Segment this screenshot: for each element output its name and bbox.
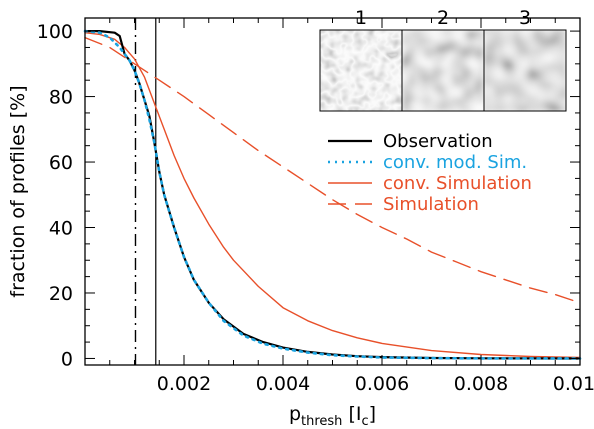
x-axis-label: pthresh [Ic] bbox=[289, 403, 376, 429]
x-tick-label: 0.006 bbox=[355, 373, 409, 395]
x-axis-label-sub: thresh bbox=[301, 414, 342, 429]
legend-label-1: Observation bbox=[383, 131, 493, 152]
x-axis-label-main: p bbox=[289, 403, 301, 425]
y-axis-label: fraction of profiles [%] bbox=[7, 85, 29, 297]
inset-panel-label-1: 1 bbox=[355, 7, 367, 29]
x-tick-label: 0.004 bbox=[256, 373, 310, 395]
y-tick-label: 20 bbox=[49, 283, 73, 305]
y-tick-label: 80 bbox=[49, 87, 73, 109]
inset-panels: 1 2 3 bbox=[319, 7, 567, 112]
y-tick-label: 100 bbox=[37, 21, 73, 43]
x-tick-label: 0.002 bbox=[157, 373, 211, 395]
x-axis-label-unit-close: ] bbox=[369, 403, 376, 425]
x-axis-label-unit-open: [I bbox=[342, 403, 361, 425]
inset-panel-2 bbox=[402, 30, 484, 111]
inset-panel-label-3: 3 bbox=[519, 7, 531, 29]
inset-panel-label-2: 2 bbox=[437, 7, 449, 29]
y-tick-label: 40 bbox=[49, 218, 73, 240]
y-tick-label: 60 bbox=[49, 152, 73, 174]
x-tick-label: 0.010 bbox=[553, 373, 594, 395]
series-line-simulation bbox=[84, 36, 581, 304]
x-tick-label: 0.008 bbox=[454, 373, 508, 395]
x-axis-label-unit-sub: c bbox=[361, 414, 368, 429]
legend-label-2: conv. mod. Sim. bbox=[383, 152, 527, 173]
y-tick-label: 0 bbox=[61, 348, 73, 370]
legend-label-3: conv. Simulation bbox=[383, 173, 532, 194]
legend-label-4: Simulation bbox=[383, 194, 479, 215]
inset-panel-1 bbox=[320, 30, 402, 111]
inset-panel-border-3 bbox=[483, 29, 567, 112]
series-line-conv-simulation bbox=[84, 32, 581, 359]
series-line-conv-mod-sim bbox=[83, 29, 582, 360]
inset-panel-3 bbox=[484, 30, 566, 111]
